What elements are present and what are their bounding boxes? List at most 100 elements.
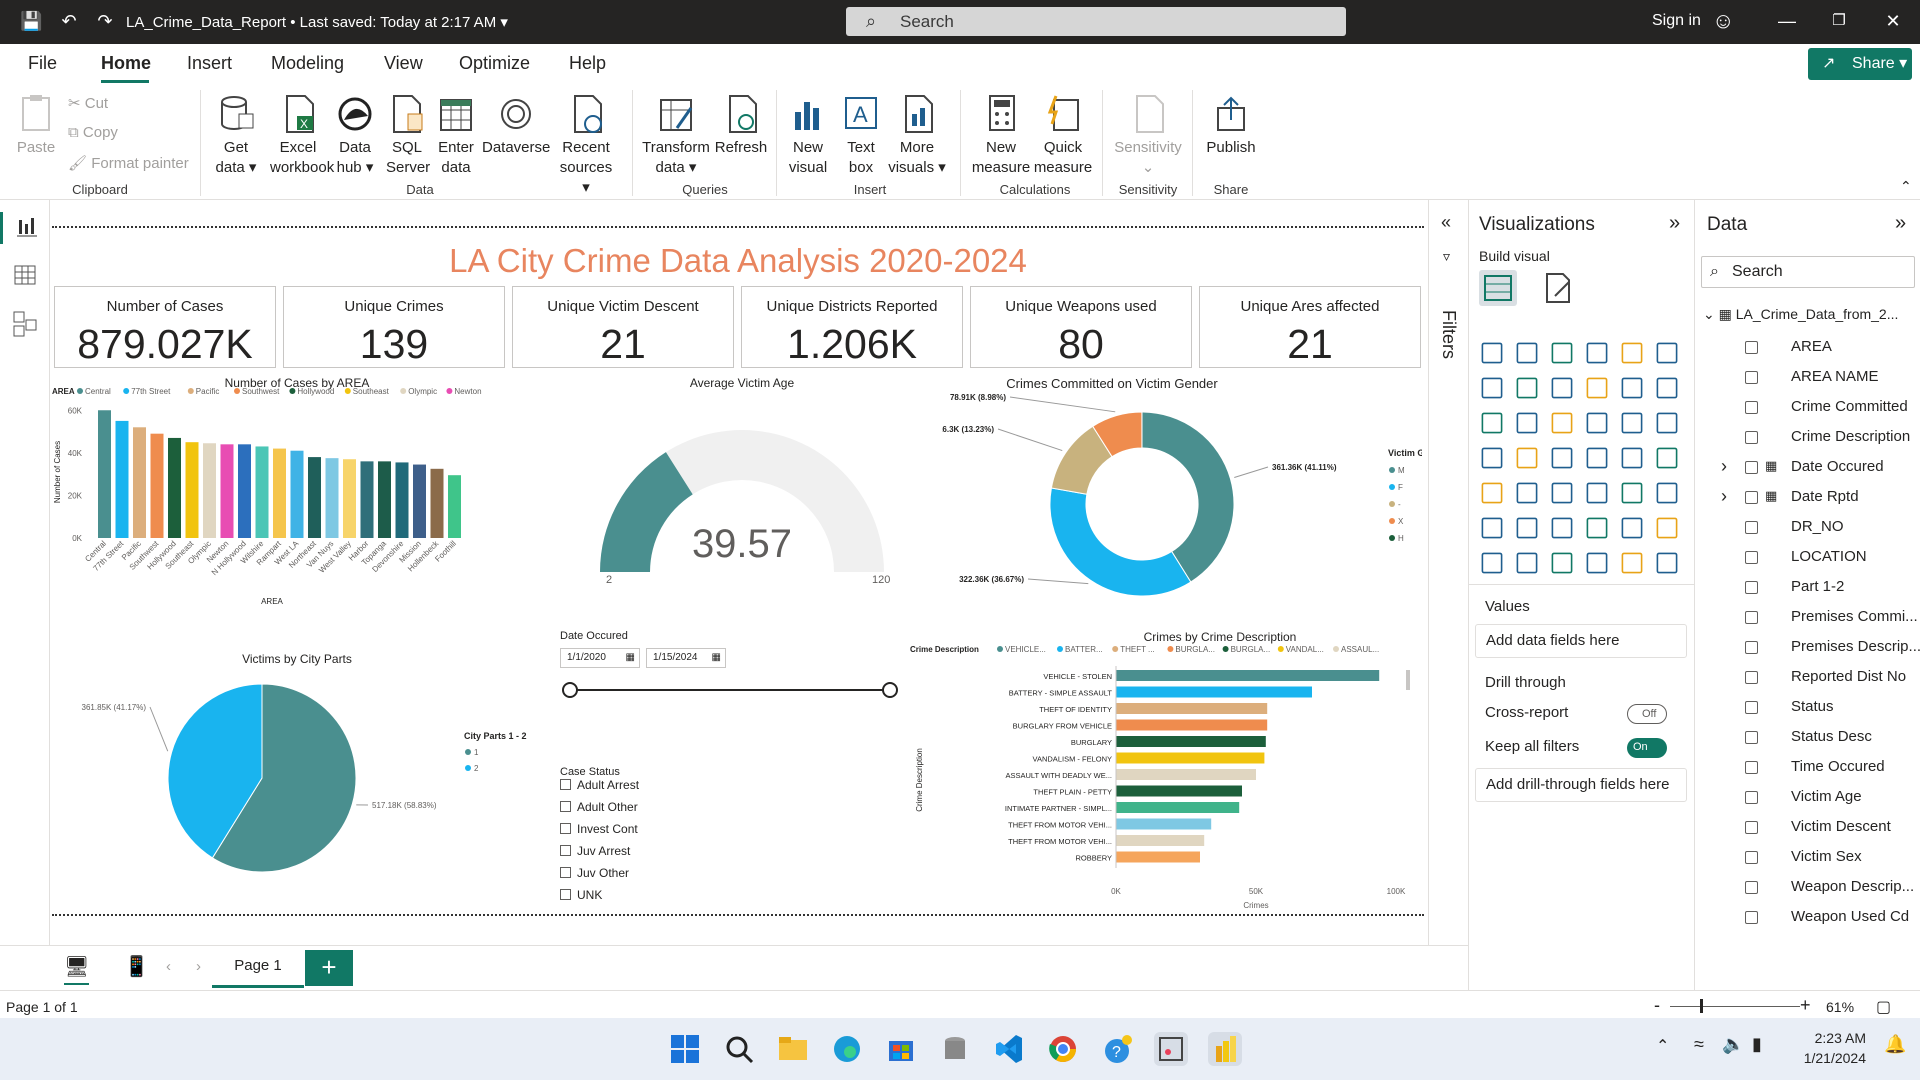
visual-type-icon[interactable] bbox=[1516, 412, 1538, 434]
visual-type-icon[interactable] bbox=[1516, 342, 1538, 364]
collapse-icon[interactable]: » bbox=[1669, 212, 1681, 234]
refresh-button[interactable]: Refresh bbox=[714, 94, 768, 158]
field-item[interactable]: Victim Sex bbox=[1695, 846, 1920, 872]
collapse-ribbon-icon[interactable]: ⌃ bbox=[1900, 178, 1912, 194]
checkbox[interactable] bbox=[560, 867, 571, 878]
visual-type-icon[interactable] bbox=[1586, 447, 1608, 469]
dataverse-button[interactable]: Dataverse bbox=[482, 94, 550, 158]
status-option[interactable]: UNK bbox=[560, 888, 602, 902]
gender-donut-chart[interactable]: Crimes Committed on Victim Gender 361.36… bbox=[934, 372, 1449, 632]
field-checkbox[interactable] bbox=[1745, 761, 1758, 774]
notification-bell-icon[interactable]: 🔔 bbox=[1884, 1034, 1907, 1054]
copy-button[interactable]: ⧉ Copy bbox=[68, 124, 118, 141]
field-item[interactable]: Weapon Used Cd bbox=[1695, 906, 1920, 932]
victim-age-gauge[interactable]: Average Victim Age 39.57 2 120 bbox=[542, 372, 942, 612]
desktop-layout-icon[interactable]: 🖥 bbox=[64, 954, 90, 985]
keep-filters-toggle[interactable]: On bbox=[1627, 738, 1667, 758]
visual-type-icon[interactable] bbox=[1481, 447, 1503, 469]
field-checkbox[interactable] bbox=[1745, 851, 1758, 864]
table-view-icon[interactable] bbox=[0, 260, 50, 292]
visual-type-icon[interactable] bbox=[1551, 517, 1573, 539]
visual-type-icon[interactable] bbox=[1621, 482, 1643, 504]
card-unique-victim-descent[interactable]: Unique Victim Descent 21 bbox=[512, 286, 734, 368]
slider-handle-start[interactable] bbox=[562, 682, 578, 698]
sign-in-link[interactable]: Sign in bbox=[1652, 12, 1701, 29]
store-icon[interactable] bbox=[884, 1032, 918, 1066]
visual-type-icon[interactable] bbox=[1481, 552, 1503, 574]
excel-workbook-button[interactable]: X Excel workbook bbox=[270, 94, 334, 178]
field-item[interactable]: › ▦ Date Rptd bbox=[1695, 486, 1920, 512]
field-checkbox[interactable] bbox=[1745, 521, 1758, 534]
sql-server-button[interactable]: SQL Server bbox=[386, 94, 430, 178]
field-checkbox[interactable] bbox=[1745, 401, 1758, 414]
field-checkbox[interactable] bbox=[1745, 551, 1758, 564]
checkbox[interactable] bbox=[560, 801, 571, 812]
field-item[interactable]: DR_NO bbox=[1695, 516, 1920, 542]
format-visual-tab[interactable] bbox=[1539, 270, 1577, 306]
field-item[interactable]: Status bbox=[1695, 696, 1920, 722]
date-from-input[interactable]: 1/1/2020 ▦ bbox=[560, 648, 640, 668]
drill-through-well[interactable]: Add drill-through fields here bbox=[1475, 768, 1687, 802]
field-checkbox[interactable] bbox=[1745, 911, 1758, 924]
zoom-out-button[interactable]: - bbox=[1654, 995, 1660, 1015]
visual-type-icon[interactable] bbox=[1481, 342, 1503, 364]
field-checkbox[interactable] bbox=[1745, 701, 1758, 714]
status-option[interactable]: Invest Cont bbox=[560, 822, 638, 836]
file-explorer-icon[interactable] bbox=[776, 1032, 810, 1066]
visual-type-icon[interactable] bbox=[1551, 482, 1573, 504]
field-item[interactable]: Premises Descrip... bbox=[1695, 636, 1920, 662]
city-parts-pie-chart[interactable]: Victims by City Parts 517.18K (58.83%) 36… bbox=[52, 648, 542, 918]
visual-type-icon[interactable] bbox=[1586, 412, 1608, 434]
prev-page-icon[interactable]: ‹ bbox=[166, 958, 171, 975]
filters-pane-collapsed[interactable]: « ▿ Filters bbox=[1428, 200, 1468, 945]
text-box-button[interactable]: A Text box bbox=[840, 94, 882, 178]
visual-type-icon[interactable] bbox=[1586, 552, 1608, 574]
menu-help[interactable]: Help bbox=[569, 53, 607, 73]
field-item[interactable]: Time Occured bbox=[1695, 756, 1920, 782]
get-data-button[interactable]: Get data ▾ bbox=[210, 94, 262, 178]
zoom-in-button[interactable]: + bbox=[1800, 995, 1811, 1015]
visual-type-icon[interactable] bbox=[1516, 447, 1538, 469]
edge-icon[interactable] bbox=[830, 1032, 864, 1066]
visual-type-icon[interactable] bbox=[1481, 377, 1503, 399]
menu-optimize[interactable]: Optimize bbox=[459, 53, 531, 73]
global-search[interactable]: ⌕ Search bbox=[846, 7, 1346, 36]
account-icon[interactable]: ☺ bbox=[1712, 8, 1735, 33]
visual-type-icon[interactable] bbox=[1551, 377, 1573, 399]
checkbox[interactable] bbox=[560, 845, 571, 856]
clock[interactable]: 2:23 AM 1/21/2024 bbox=[1803, 1030, 1866, 1066]
data-hub-button[interactable]: Data hub ▾ bbox=[332, 94, 378, 178]
visual-type-icon[interactable] bbox=[1621, 552, 1643, 574]
paste-button[interactable]: Paste bbox=[14, 94, 58, 158]
field-item[interactable]: Crime Description bbox=[1695, 426, 1920, 452]
checkbox[interactable] bbox=[560, 779, 571, 790]
card-unique-districts[interactable]: Unique Districts Reported 1.206K bbox=[741, 286, 963, 368]
visual-type-icon[interactable] bbox=[1551, 552, 1573, 574]
visual-type-icon[interactable] bbox=[1621, 517, 1643, 539]
new-measure-button[interactable]: New measure bbox=[970, 94, 1032, 178]
quick-measure-button[interactable]: Quick measure bbox=[1032, 94, 1094, 178]
windows-start-icon[interactable] bbox=[668, 1032, 702, 1066]
model-view-icon[interactable] bbox=[0, 308, 50, 340]
visual-type-icon[interactable] bbox=[1656, 552, 1678, 574]
zoom-slider[interactable] bbox=[1670, 1006, 1800, 1007]
redo-icon[interactable]: ↷ bbox=[97, 11, 113, 31]
expand-icon[interactable]: « bbox=[1441, 212, 1452, 232]
field-checkbox[interactable] bbox=[1745, 881, 1758, 894]
snipping-tool-icon[interactable] bbox=[1154, 1032, 1188, 1066]
field-checkbox[interactable] bbox=[1745, 431, 1758, 444]
visual-type-icon[interactable] bbox=[1516, 517, 1538, 539]
status-option[interactable]: Adult Arrest bbox=[560, 778, 639, 792]
new-visual-button[interactable]: New visual bbox=[786, 94, 830, 178]
visual-type-icon[interactable] bbox=[1516, 552, 1538, 574]
menu-modeling[interactable]: Modeling bbox=[271, 53, 345, 73]
menu-view[interactable]: View bbox=[384, 53, 423, 73]
field-checkbox[interactable] bbox=[1745, 641, 1758, 654]
save-icon[interactable]: 💾 bbox=[20, 11, 43, 31]
field-item[interactable]: Reported Dist No bbox=[1695, 666, 1920, 692]
field-checkbox[interactable] bbox=[1745, 671, 1758, 684]
visual-type-icon[interactable] bbox=[1621, 377, 1643, 399]
visual-type-icon[interactable] bbox=[1551, 447, 1573, 469]
chevron-right-icon[interactable]: › bbox=[1721, 486, 1727, 506]
field-checkbox[interactable] bbox=[1745, 731, 1758, 744]
